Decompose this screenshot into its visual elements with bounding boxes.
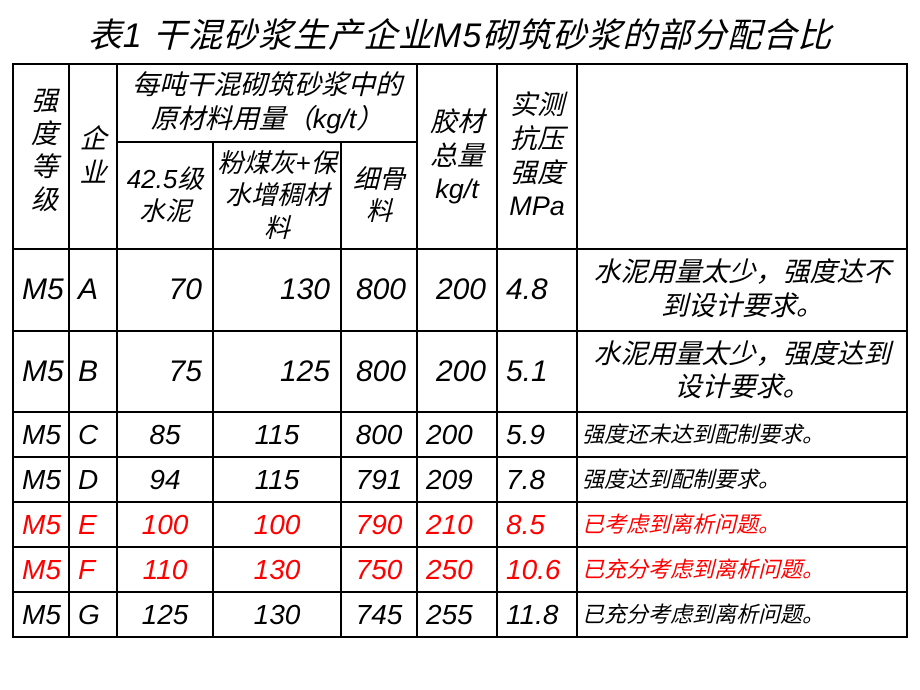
cell-binder: 250 [417, 547, 497, 592]
cell-flyash: 130 [213, 547, 341, 592]
table-body: M5A701308002004.8水泥用量太少，强度达不到设计要求。M5B751… [13, 249, 907, 637]
table-row: M5G12513074525511.8已充分考虑到离析问题。 [13, 592, 907, 637]
cell-cement: 75 [117, 331, 213, 413]
cell-flyash: 130 [213, 592, 341, 637]
header-cement: 42.5级水泥 [117, 142, 213, 250]
table-row: M5C851158002005.9强度还未达到配制要求。 [13, 412, 907, 457]
cell-strength: 11.8 [497, 592, 577, 637]
table-header: 强度等级 企业 每吨干混砌筑砂浆中的原材料用量（kg/t） 胶材总量kg/t 实… [13, 64, 907, 249]
cell-company: C [69, 412, 117, 457]
cell-binder: 200 [417, 249, 497, 331]
cell-cement: 85 [117, 412, 213, 457]
cell-grade: M5 [13, 502, 69, 547]
cell-cement: 125 [117, 592, 213, 637]
cell-company: B [69, 331, 117, 413]
cell-cement: 94 [117, 457, 213, 502]
table-row: M5A701308002004.8水泥用量太少，强度达不到设计要求。 [13, 249, 907, 331]
table-row: M5B751258002005.1水泥用量太少，强度达到设计要求。 [13, 331, 907, 413]
cell-grade: M5 [13, 249, 69, 331]
cell-cement: 100 [117, 502, 213, 547]
cell-company: E [69, 502, 117, 547]
cell-note: 强度达到配制要求。 [577, 457, 907, 502]
cell-company: D [69, 457, 117, 502]
cell-company: G [69, 592, 117, 637]
cell-aggregate: 750 [341, 547, 417, 592]
cell-note: 水泥用量太少，强度达不到设计要求。 [577, 249, 907, 331]
cell-binder: 255 [417, 592, 497, 637]
cell-grade: M5 [13, 457, 69, 502]
cell-flyash: 115 [213, 412, 341, 457]
cell-binder: 210 [417, 502, 497, 547]
table-row: M5E1001007902108.5已考虑到离析问题。 [13, 502, 907, 547]
cell-strength: 7.8 [497, 457, 577, 502]
table-row: M5F11013075025010.6已充分考虑到离析问题。 [13, 547, 907, 592]
cell-aggregate: 790 [341, 502, 417, 547]
header-company: 企业 [69, 64, 117, 249]
cell-binder: 209 [417, 457, 497, 502]
cell-strength: 10.6 [497, 547, 577, 592]
cell-aggregate: 791 [341, 457, 417, 502]
header-note [577, 64, 907, 249]
cell-flyash: 100 [213, 502, 341, 547]
header-binder-total: 胶材总量kg/t [417, 64, 497, 249]
cell-company: F [69, 547, 117, 592]
cell-cement: 110 [117, 547, 213, 592]
mix-ratio-table: 强度等级 企业 每吨干混砌筑砂浆中的原材料用量（kg/t） 胶材总量kg/t 实… [12, 63, 908, 638]
cell-strength: 4.8 [497, 249, 577, 331]
cell-binder: 200 [417, 412, 497, 457]
header-raw-group: 每吨干混砌筑砂浆中的原材料用量（kg/t） [117, 64, 417, 142]
cell-cement: 70 [117, 249, 213, 331]
cell-grade: M5 [13, 412, 69, 457]
cell-aggregate: 745 [341, 592, 417, 637]
header-aggregate: 细骨料 [341, 142, 417, 250]
cell-note: 水泥用量太少，强度达到设计要求。 [577, 331, 907, 413]
cell-company: A [69, 249, 117, 331]
cell-aggregate: 800 [341, 249, 417, 331]
document-root: 表1 干混砂浆生产企业M5砌筑砂浆的部分配合比 强度等级 企业 每吨干混砌筑砂浆… [0, 0, 920, 638]
cell-grade: M5 [13, 547, 69, 592]
header-grade: 强度等级 [13, 64, 69, 249]
cell-strength: 5.1 [497, 331, 577, 413]
cell-aggregate: 800 [341, 412, 417, 457]
cell-binder: 200 [417, 331, 497, 413]
cell-flyash: 125 [213, 331, 341, 413]
header-strength: 实测抗压强度MPa [497, 64, 577, 249]
table-title: 表1 干混砂浆生产企业M5砌筑砂浆的部分配合比 [12, 8, 908, 57]
cell-note: 已充分考虑到离析问题。 [577, 592, 907, 637]
cell-note: 已充分考虑到离析问题。 [577, 547, 907, 592]
header-flyash: 粉煤灰+保水增稠材料 [213, 142, 341, 250]
cell-note: 已考虑到离析问题。 [577, 502, 907, 547]
cell-flyash: 130 [213, 249, 341, 331]
cell-strength: 8.5 [497, 502, 577, 547]
cell-note: 强度还未达到配制要求。 [577, 412, 907, 457]
cell-grade: M5 [13, 331, 69, 413]
table-row: M5D941157912097.8强度达到配制要求。 [13, 457, 907, 502]
cell-strength: 5.9 [497, 412, 577, 457]
cell-flyash: 115 [213, 457, 341, 502]
cell-grade: M5 [13, 592, 69, 637]
cell-aggregate: 800 [341, 331, 417, 413]
